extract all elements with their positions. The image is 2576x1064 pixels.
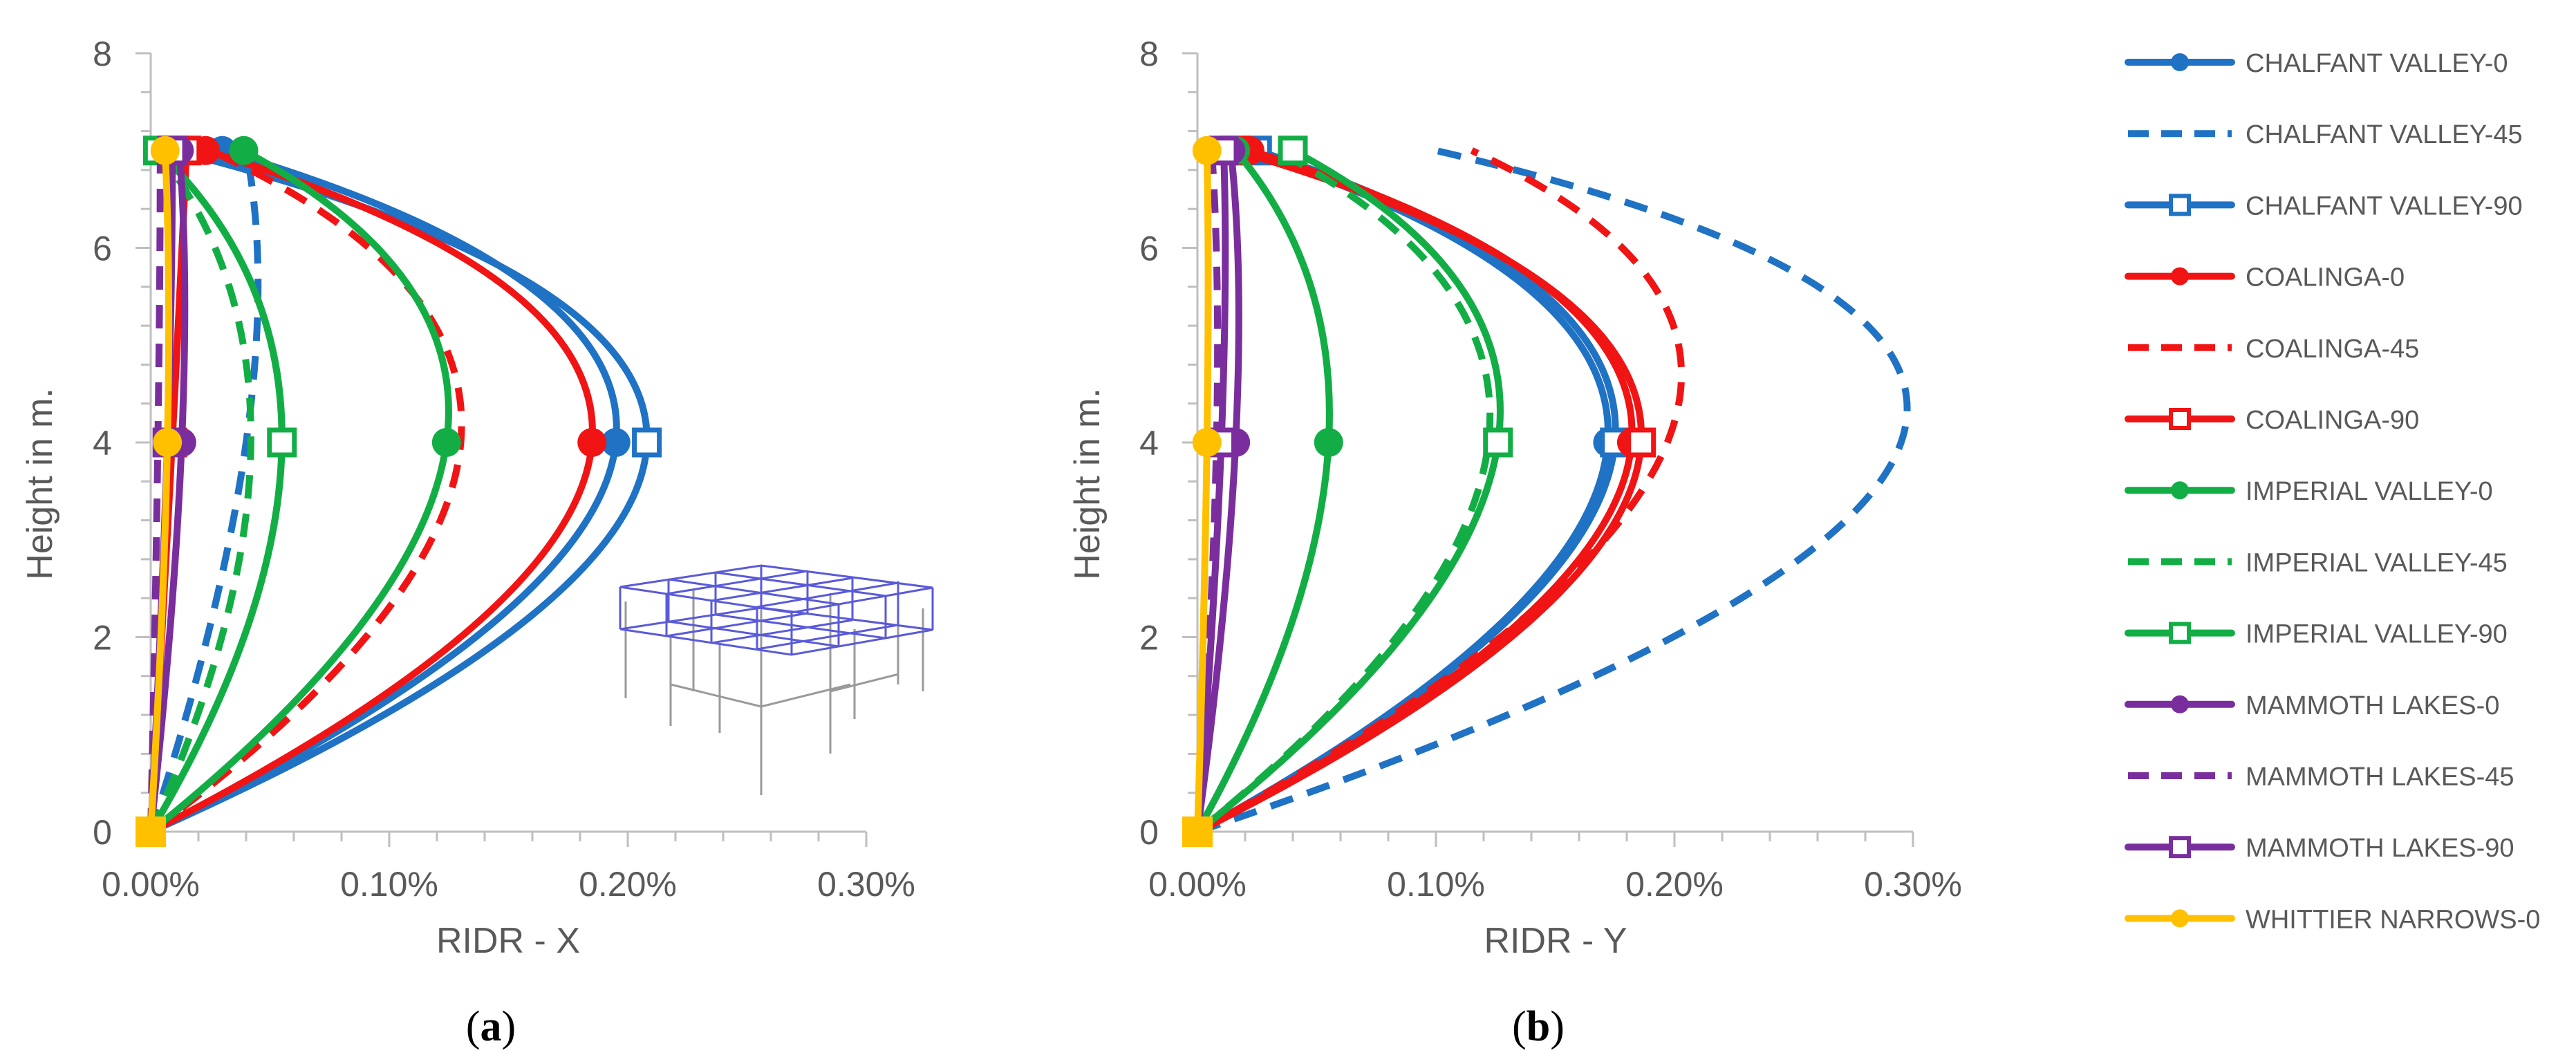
x-tick-label-a: 0.20% — [579, 865, 677, 904]
legend-marker-coalinga-0 — [2171, 267, 2189, 286]
caption-a-letter: a — [480, 1003, 502, 1050]
point-coalinga-0-a — [577, 428, 607, 457]
point-chalfant-valley-0-a — [601, 428, 631, 457]
x-tick-label-b: 0.10% — [1387, 865, 1485, 904]
series-b — [1182, 136, 1911, 847]
y-tick-label-b: 4 — [1139, 424, 1159, 463]
legend-label-mammoth-lakes-0: MAMMOTH LAKES-0 — [2246, 691, 2499, 720]
legend-label-imperial-valley-90: IMPERIAL VALLEY-90 — [2246, 620, 2508, 649]
legend-marker-imperial-valley-0 — [2171, 481, 2189, 500]
y-tick-label-b: 2 — [1139, 619, 1159, 657]
point-whittier-narrows-0-b — [1192, 136, 1222, 165]
legend-marker-imperial-valley-90 — [2169, 622, 2191, 644]
legend-marker-mammoth-lakes-90 — [2169, 836, 2191, 859]
point-imperial-valley-90-b — [1483, 427, 1513, 458]
x-axis-title-b: RIDR - Y — [1484, 921, 1627, 961]
y-tick-label-a: 2 — [93, 619, 112, 657]
point-coalinga-90-b — [1626, 427, 1656, 458]
legend-label-coalinga-45: COALINGA-45 — [2246, 335, 2419, 364]
series-line-imperial-valley-45-a — [147, 148, 254, 834]
legend-label-imperial-valley-45: IMPERIAL VALLEY-45 — [2246, 548, 2508, 577]
legend-marker-chalfant-valley-0 — [2171, 53, 2189, 71]
legend-marker-whittier-narrows-0 — [2171, 909, 2189, 928]
series-line-coalinga-45-a — [149, 147, 465, 835]
x-tick-label-a: 0.00% — [102, 865, 200, 904]
x-tick-label-b: 0.20% — [1625, 865, 1724, 904]
legend-marker-chalfant-valley-90 — [2169, 194, 2191, 216]
axes-a: 0.00% 0.10% 0.20% 0.30% 0 2 4 6 8 — [93, 35, 915, 904]
point-imperial-valley-90-b — [1278, 136, 1308, 166]
y-tick-label-a: 0 — [93, 813, 112, 852]
series-line-chalfant-valley-90-a — [147, 147, 651, 835]
legend-label-mammoth-lakes-45: MAMMOTH LAKES-45 — [2246, 763, 2514, 792]
point-imperial-valley-90-a — [267, 427, 297, 458]
y-tick-label-a: 6 — [93, 230, 112, 268]
caption-b: (b) — [1512, 1003, 1565, 1050]
chart-a: 0.00% 0.10% 0.20% 0.30% 0 2 4 6 8 RIDR - X Heigh… — [20, 35, 934, 1050]
y-tick-label-b: 8 — [1139, 35, 1159, 73]
origin-marker-a — [136, 816, 166, 847]
legend-label-imperial-valley-0: IMPERIAL VALLEY-0 — [2246, 477, 2493, 506]
series-a — [136, 136, 662, 847]
series-line-chalfant-valley-0-b — [1194, 147, 1612, 835]
series-line-imperial-valley-0-a — [147, 147, 452, 835]
point-imperial-valley-0-a — [229, 136, 259, 165]
point-imperial-valley-0-b — [1314, 428, 1343, 457]
legend-label-coalinga-90: COALINGA-90 — [2246, 406, 2419, 435]
legend-label-whittier-narrows-0: WHITTIER NARROWS-0 — [2246, 905, 2540, 934]
y-tick-label-a: 4 — [93, 424, 112, 463]
x-tick-label-a: 0.10% — [340, 865, 438, 904]
y-tick-label-a: 8 — [93, 35, 112, 73]
y-tick-label-b: 0 — [1139, 813, 1159, 852]
point-whittier-narrows-0-a — [153, 428, 183, 457]
legend-label-chalfant-valley-90: CHALFANT VALLEY-90 — [2246, 192, 2523, 221]
legend: CHALFANT VALLEY-0 CHALFANT VALLEY-45 CHALF… — [2125, 49, 2540, 934]
origin-marker-b — [1182, 816, 1213, 847]
x-axis-title-a: RIDR - X — [436, 921, 580, 961]
legend-label-chalfant-valley-45: CHALFANT VALLEY-45 — [2246, 120, 2523, 149]
series-line-chalfant-valley-45-a — [147, 149, 262, 833]
chart-b: 0.00% 0.10% 0.20% 0.30% 0 2 4 6 8 RIDR - Y Heigh… — [1067, 35, 1962, 1050]
caption-b-letter: b — [1527, 1003, 1550, 1050]
legend-label-mammoth-lakes-90: MAMMOTH LAKES-90 — [2246, 834, 2514, 863]
y-axis-title-a: Height in m. — [20, 388, 60, 579]
point-chalfant-valley-90-a — [632, 427, 662, 458]
series-line-imperial-valley-45-b — [1195, 147, 1494, 834]
legend-label-chalfant-valley-0: CHALFANT VALLEY-0 — [2246, 49, 2508, 78]
legend-marker-mammoth-lakes-0 — [2171, 695, 2189, 713]
legend-marker-coalinga-90 — [2169, 408, 2191, 430]
series-line-chalfant-valley-90-b — [1194, 147, 1619, 835]
point-whittier-narrows-0-a — [150, 136, 180, 165]
y-axis-title-b: Height in m. — [1067, 388, 1108, 579]
point-imperial-valley-0-a — [431, 428, 461, 457]
x-tick-label-b: 0.00% — [1148, 865, 1247, 904]
series-line-chalfant-valley-45-b — [1196, 147, 1911, 835]
x-tick-label-b: 0.30% — [1864, 865, 1962, 904]
axes-b: 0.00% 0.10% 0.20% 0.30% 0 2 4 6 8 — [1139, 35, 1962, 904]
frame-model-inset — [619, 564, 934, 795]
caption-a: (a) — [466, 1003, 516, 1050]
point-whittier-narrows-0-b — [1192, 428, 1222, 457]
series-line-imperial-valley-90-b — [1194, 147, 1504, 835]
y-tick-label-b: 6 — [1139, 230, 1159, 268]
x-tick-label-a: 0.30% — [817, 865, 915, 904]
series-line-coalinga-45-b — [1195, 147, 1686, 835]
legend-label-coalinga-0: COALINGA-0 — [2246, 263, 2405, 292]
series-line-whittier-narrows-0-a — [147, 147, 173, 835]
